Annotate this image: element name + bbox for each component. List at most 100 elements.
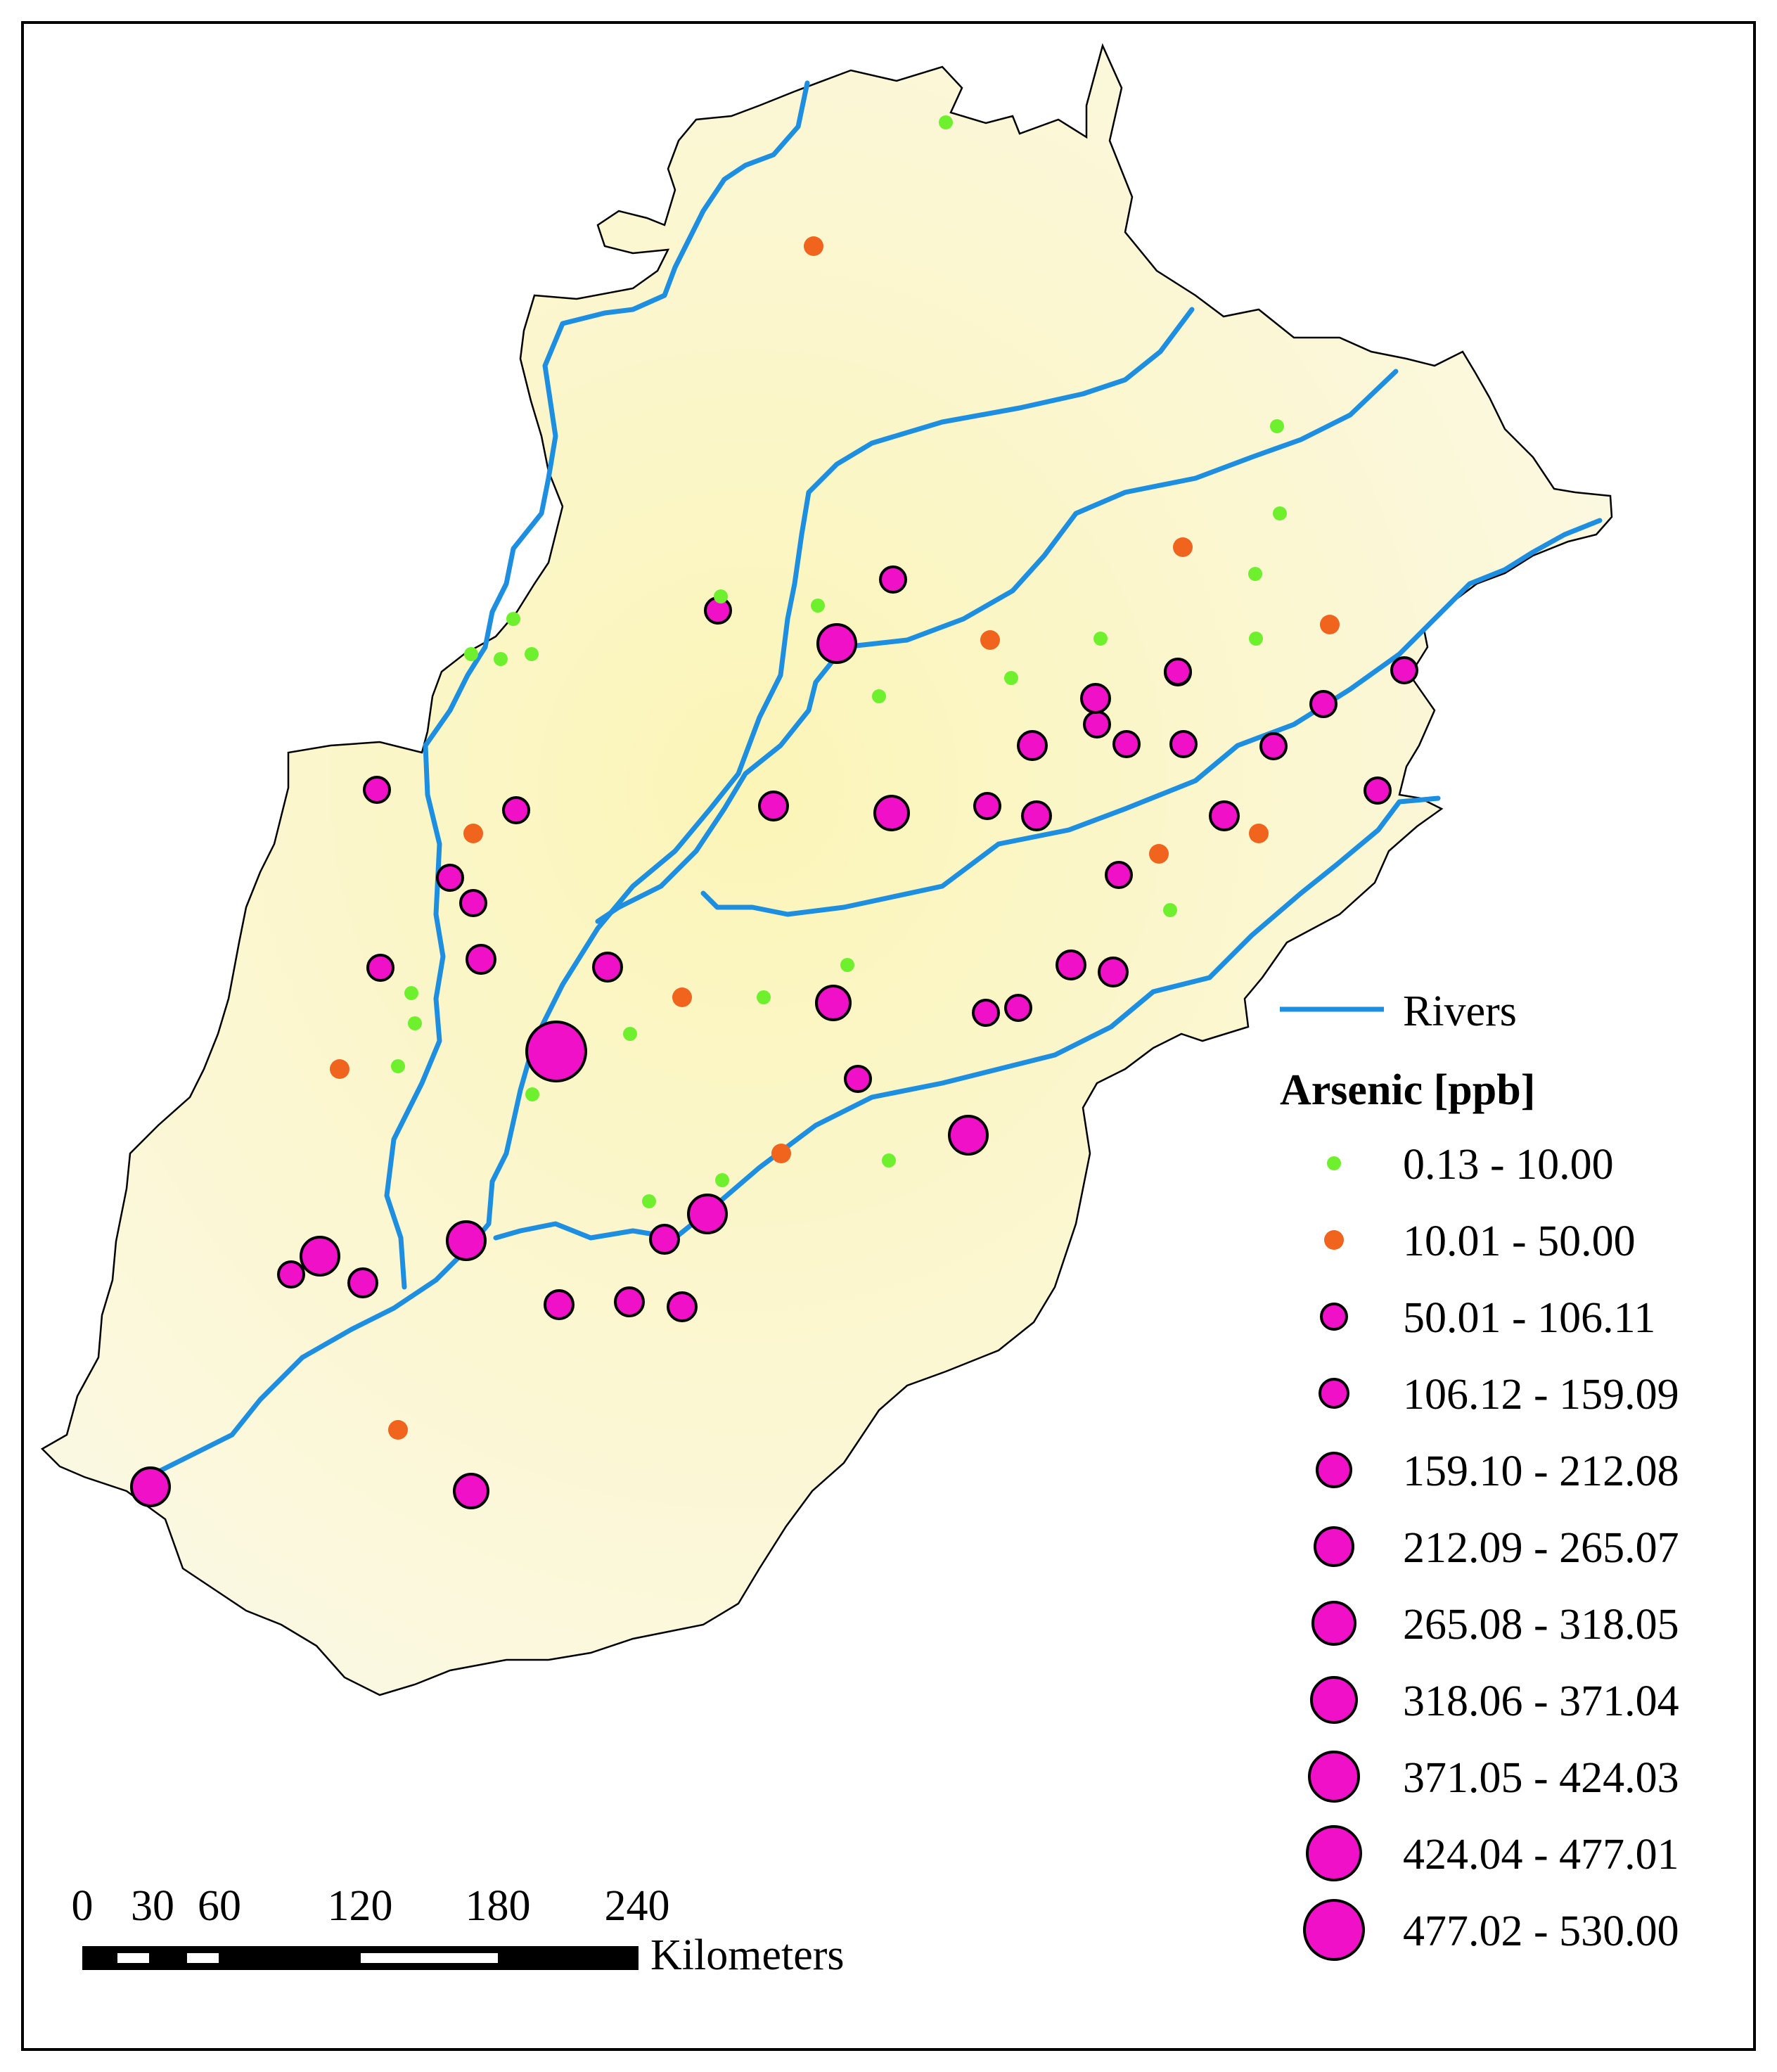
arsenic-sample-point <box>1259 732 1288 760</box>
river-chenab <box>468 307 1195 1248</box>
arsenic-sample-point <box>330 1059 349 1079</box>
legend-class-label: 106.12 - 159.09 <box>1403 1371 1679 1419</box>
arsenic-sample-point <box>525 647 539 661</box>
scale-tick-180: 180 <box>466 1882 531 1930</box>
arsenic-sample-point <box>592 952 623 983</box>
arsenic-sample-point <box>506 612 520 626</box>
province-boundary <box>40 43 1613 1696</box>
arsenic-sample-point <box>525 1021 587 1082</box>
legend-class-label: 265.08 - 318.05 <box>1403 1601 1679 1649</box>
arsenic-sample-point <box>494 652 508 666</box>
arsenic-sample-point <box>714 589 728 603</box>
arsenic-sample-point <box>1083 710 1111 738</box>
arsenic-sample-point <box>277 1260 305 1288</box>
arsenic-sample-point <box>715 1173 729 1187</box>
arsenic-sample-point <box>623 1027 637 1041</box>
legend-class-symbol <box>1311 1601 1356 1646</box>
arsenic-sample-point <box>391 1059 405 1073</box>
arsenic-sample-point <box>366 954 394 982</box>
scale-tick-0: 0 <box>72 1882 94 1930</box>
arsenic-sample-point <box>1149 844 1169 864</box>
arsenic-sample-point <box>804 236 823 256</box>
arsenic-sample-point <box>525 1087 539 1101</box>
arsenic-sample-point <box>1270 419 1284 433</box>
legend-class-label: 318.06 - 371.04 <box>1403 1677 1679 1725</box>
legend-class-symbol <box>1314 1526 1354 1567</box>
legend-class-label: 159.10 - 212.08 <box>1403 1447 1679 1495</box>
arsenic-sample-point <box>1320 615 1340 634</box>
arsenic-sample-point <box>1173 537 1193 557</box>
scale-unit-label: Kilometers <box>650 1931 845 1979</box>
arsenic-sample-point <box>1390 656 1418 684</box>
legend-class-symbol <box>1306 1825 1362 1881</box>
scale-tick-30: 30 <box>131 1882 174 1930</box>
arsenic-sample-point <box>1017 730 1048 761</box>
arsenic-sample-point <box>1021 800 1052 831</box>
arsenic-sample-point <box>453 1473 489 1509</box>
river-ravi <box>700 518 1603 917</box>
arsenic-sample-point <box>544 1289 575 1320</box>
arsenic-sample-point <box>816 623 857 664</box>
arsenic-sample-point <box>1112 730 1141 758</box>
legend-class-label: 424.04 - 477.01 <box>1403 1831 1679 1879</box>
arsenic-sample-point <box>1105 861 1133 889</box>
scale-bar: 0 30 60 120 180 240 Kilometers <box>72 1882 845 1979</box>
arsenic-sample-point <box>459 889 487 917</box>
arsenic-sample-point <box>672 987 692 1007</box>
arsenic-sample-point <box>1248 567 1262 581</box>
arsenic-sample-point <box>948 1115 989 1156</box>
legend-class-label: 477.02 - 530.00 <box>1403 1907 1679 1955</box>
legend-class-label: 0.13 - 10.00 <box>1403 1141 1614 1189</box>
legend-class-symbol <box>1316 1452 1352 1488</box>
arsenic-sample-point <box>687 1194 728 1234</box>
arsenic-sample-point <box>882 1153 896 1168</box>
arsenic-sample-point <box>436 864 464 892</box>
arsenic-sample-point <box>973 792 1001 820</box>
legend-class-label: 212.09 - 265.07 <box>1403 1524 1679 1572</box>
arsenic-sample-point <box>1056 949 1086 980</box>
arsenic-sample-point <box>972 999 1000 1027</box>
arsenic-sample-point <box>811 599 825 613</box>
legend-class-symbol <box>1308 1751 1360 1803</box>
arsenic-sample-point <box>1364 776 1392 805</box>
arsenic-sample-point <box>873 795 910 831</box>
legend-class-symbol <box>1327 1156 1341 1170</box>
arsenic-sample-point <box>1249 632 1263 646</box>
arsenic-sample-point <box>1163 903 1177 917</box>
scale-tick-120: 120 <box>328 1882 393 1930</box>
arsenic-sample-point <box>1209 800 1240 831</box>
arsenic-sample-point <box>502 796 530 824</box>
arsenic-sample-point <box>879 565 907 594</box>
arsenic-sample-point <box>1004 994 1032 1022</box>
arsenic-sample-point <box>757 990 771 1004</box>
arsenic-sample-point <box>463 824 483 843</box>
arsenic-sample-point <box>667 1291 698 1322</box>
arsenic-sample-point <box>771 1144 791 1163</box>
arsenic-sample-point <box>872 689 886 703</box>
arsenic-sample-point <box>1098 957 1129 987</box>
arsenic-sample-point <box>347 1267 378 1298</box>
arsenic-sample-point <box>1169 730 1198 758</box>
arsenic-sample-point <box>844 1065 872 1093</box>
arsenic-sample-point <box>446 1220 487 1261</box>
arsenic-sample-point <box>300 1236 340 1277</box>
legend: Rivers Arsenic [ppb] 0.13 - 10.00 10.01 -… <box>1280 987 1679 1961</box>
river-sutlej <box>493 795 1441 1241</box>
river-indus <box>384 80 810 1290</box>
arsenic-sample-point <box>388 1420 408 1440</box>
river-main <box>145 1242 474 1480</box>
legend-class-label: 50.01 - 106.11 <box>1403 1294 1655 1342</box>
legend-title: Arsenic [ppb] <box>1280 1066 1535 1114</box>
arsenic-sample-point <box>980 630 1000 650</box>
arsenic-sample-point <box>1080 683 1111 714</box>
legend-class-symbol <box>1320 1303 1348 1331</box>
scale-tick-240: 240 <box>605 1882 670 1930</box>
arsenic-sample-point <box>466 944 496 975</box>
arsenic-sample-point <box>1093 632 1108 646</box>
arsenic-sample-point <box>614 1286 645 1317</box>
arsenic-sample-point <box>1309 690 1337 718</box>
arsenic-sample-point <box>408 1016 422 1030</box>
arsenic-sample-point <box>130 1466 171 1507</box>
legend-rivers-label: Rivers <box>1403 987 1517 1035</box>
